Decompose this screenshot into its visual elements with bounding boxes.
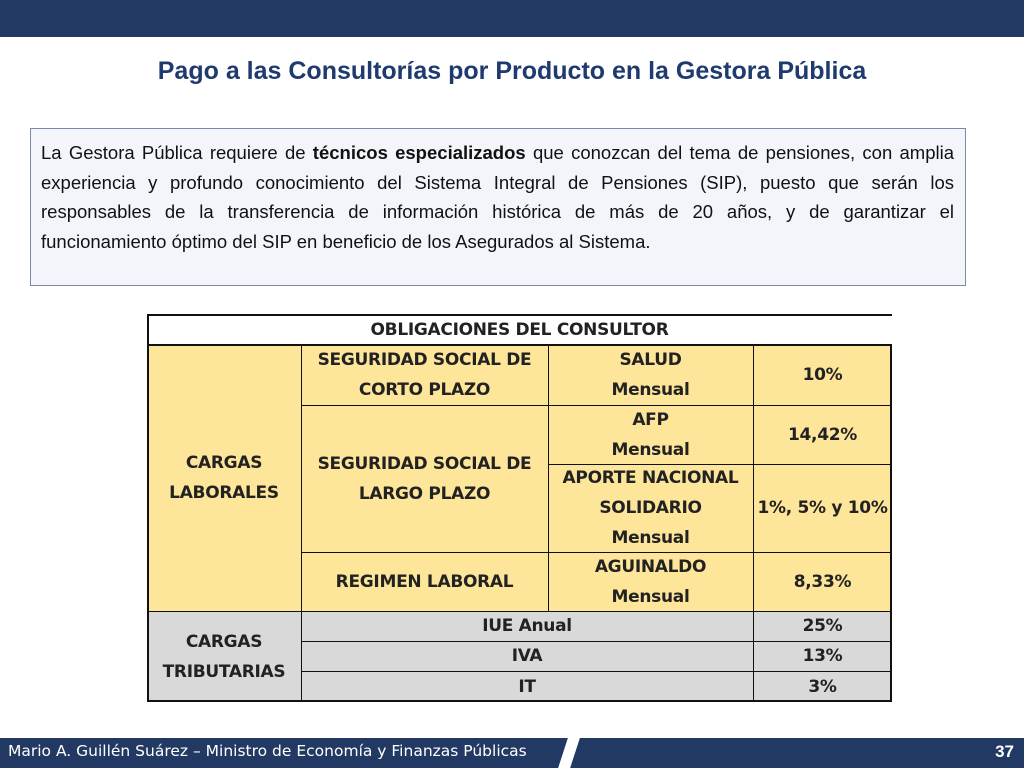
grid-line — [548, 464, 892, 465]
grid-line — [301, 345, 302, 702]
rate-value: 25% — [802, 616, 843, 636]
intro-text-emphasis: técnicos especializados — [312, 142, 526, 163]
item-line: APORTE NACIONAL — [562, 468, 739, 488]
rate-salud: 10% — [753, 345, 892, 405]
item-aguinaldo: AGUINALDO Mensual — [548, 552, 753, 611]
item-line: IVA — [511, 646, 543, 666]
obligations-table: OBLIGACIONES DEL CONSULTOR CARGAS LABORA… — [147, 314, 892, 702]
category-line: LARGO PLAZO — [358, 483, 491, 504]
item-iva: IVA — [301, 641, 753, 671]
category-line: SEGURIDAD SOCIAL DE — [317, 350, 532, 370]
category-largo-plazo: SEGURIDAD SOCIAL DE LARGO PLAZO — [301, 405, 548, 552]
table-border-left — [147, 314, 149, 702]
grid-line — [147, 344, 892, 346]
category-regimen-laboral: REGIMEN LABORAL — [301, 552, 548, 611]
item-it: IT — [301, 671, 753, 702]
grid-line — [753, 345, 754, 702]
item-line: AFP — [632, 409, 669, 430]
rate-value: 3% — [808, 676, 837, 697]
group-label-line: CARGAS — [185, 453, 263, 473]
footer-bar — [0, 738, 1024, 768]
item-line: Mensual — [611, 528, 690, 548]
rate-it: 3% — [753, 671, 892, 702]
group-label-line: TRIBUTARIAS — [162, 661, 286, 682]
category-line: CORTO PLAZO — [358, 380, 491, 400]
intro-text-box: La Gestora Pública requiere de técnicos … — [30, 128, 966, 286]
rate-value: 14,42% — [787, 424, 857, 445]
rate-aguinaldo: 8,33% — [753, 552, 892, 611]
item-aporte-solidario: APORTE NACIONAL SOLIDARIO Mensual — [548, 464, 753, 552]
table-border-bottom — [147, 700, 892, 702]
group-label-cargas-laborales: CARGAS LABORALES — [147, 345, 301, 611]
grid-line — [301, 552, 892, 553]
item-line: AGUINALDO — [594, 556, 707, 577]
item-line: Mensual — [611, 439, 690, 460]
rate-iva: 13% — [753, 641, 892, 671]
grid-line — [301, 671, 892, 672]
intro-text-end: que conozcan del tema de pensiones, con … — [41, 142, 954, 252]
item-iue: IUE Anual — [301, 611, 753, 641]
item-line: IUE Anual — [482, 616, 572, 636]
item-line: IT — [518, 676, 536, 697]
category-corto-plazo: SEGURIDAD SOCIAL DE CORTO PLAZO — [301, 345, 548, 405]
grid-line — [301, 405, 892, 406]
intro-text-start: La Gestora Pública requiere de — [41, 142, 313, 163]
category-line: REGIMEN LABORAL — [335, 571, 514, 592]
rate-value: 10% — [802, 365, 843, 385]
item-line: Mensual — [611, 586, 690, 607]
footer-author: Mario A. Guillén Suárez – Ministro de Ec… — [8, 742, 527, 760]
item-line: Mensual — [611, 380, 690, 400]
rate-afp: 14,42% — [753, 405, 892, 464]
category-line: SEGURIDAD SOCIAL DE — [317, 453, 532, 474]
table-header: OBLIGACIONES DEL CONSULTOR — [147, 314, 892, 345]
rate-value: 8,33% — [793, 571, 852, 592]
grid-line — [301, 641, 892, 642]
slide-title: Pago a las Consultorías por Producto en … — [157, 57, 867, 85]
item-afp: AFP Mensual — [548, 405, 753, 464]
rate-iue: 25% — [753, 611, 892, 641]
rate-value: 13% — [802, 646, 843, 666]
group-label-line: CARGAS — [185, 631, 263, 652]
table-border-top — [147, 314, 892, 316]
table-border-right — [890, 345, 892, 702]
grid-line — [548, 345, 549, 611]
item-line: SOLIDARIO — [599, 498, 702, 518]
grid-line — [147, 611, 892, 612]
rate-value: 1%, 5% y 10% — [757, 498, 888, 518]
item-line: SALUD — [619, 350, 682, 370]
page-number: 37 — [995, 742, 1014, 761]
top-banner — [0, 0, 1024, 37]
table-header-text: OBLIGACIONES DEL CONSULTOR — [370, 319, 669, 340]
group-label-line: LABORALES — [169, 483, 279, 503]
item-salud: SALUD Mensual — [548, 345, 753, 405]
group-label-cargas-tributarias: CARGAS TRIBUTARIAS — [147, 611, 301, 702]
rate-aporte-solidario: 1%, 5% y 10% — [753, 464, 892, 552]
